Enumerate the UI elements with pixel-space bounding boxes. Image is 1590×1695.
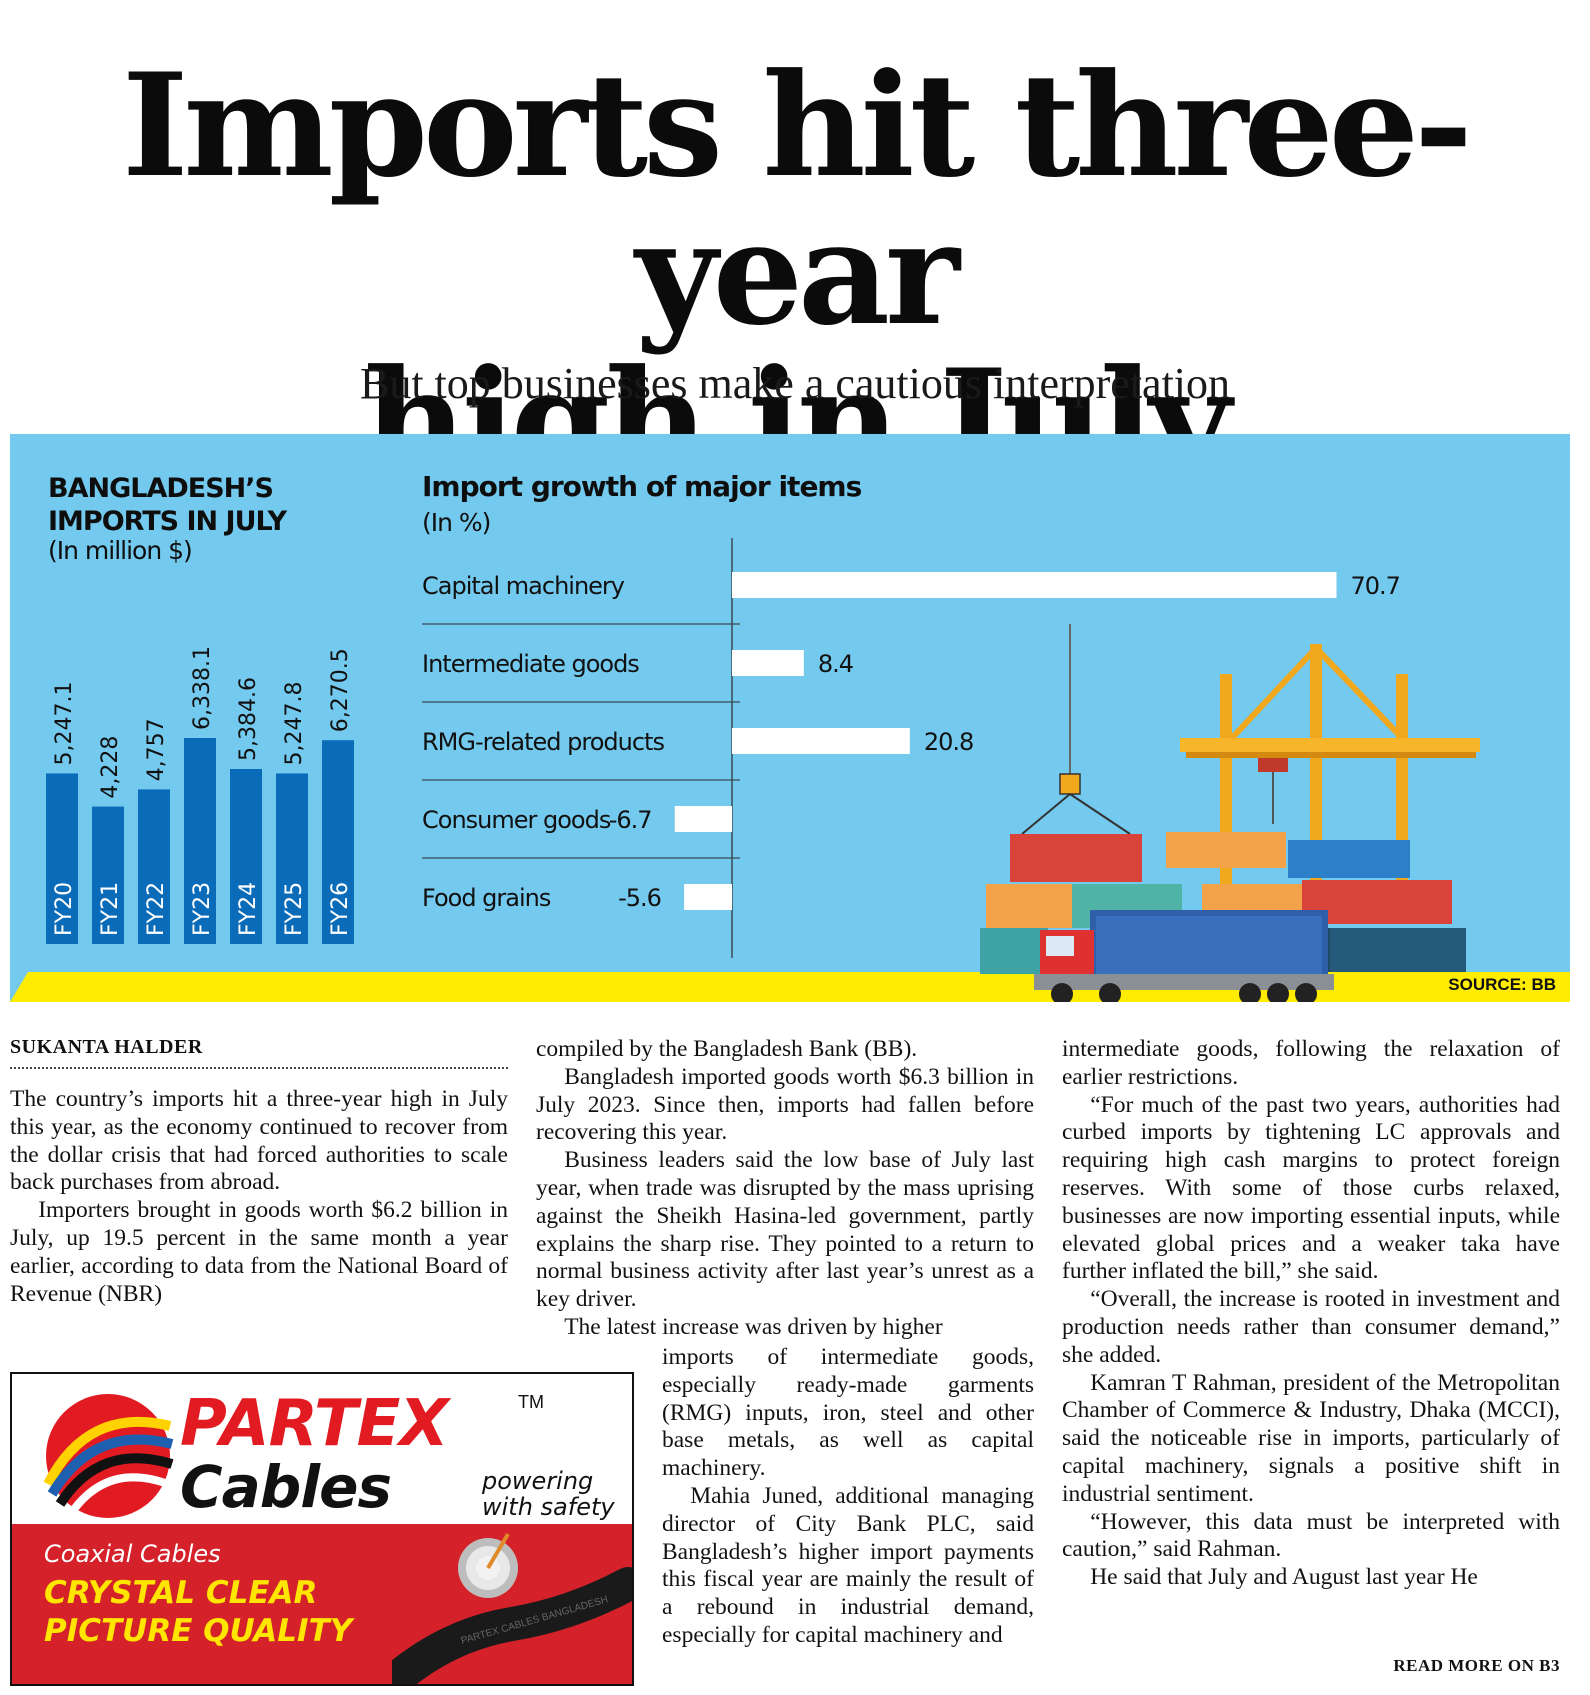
paragraph: The country’s imports hit a three-year h…	[10, 1086, 508, 1196]
source-label: SOURCE:	[1448, 975, 1527, 994]
value-label: 5,247.8	[282, 681, 307, 765]
value-label: 6,270.5	[328, 648, 353, 732]
value-label: 70.7	[1350, 572, 1399, 600]
crane-illustration	[1021, 624, 1480, 910]
ad-trademark: TM	[518, 1392, 544, 1412]
paragraph: Mahia Juned, additional managing directo…	[662, 1482, 1034, 1648]
category-label: FY21	[98, 882, 123, 936]
partex-logo-icon	[43, 1394, 174, 1518]
byline: SUKANTA HALDER	[10, 1036, 508, 1069]
paragraph: imports of intermediate goods, especiall…	[662, 1344, 1034, 1482]
value-label: 5,247.1	[52, 681, 77, 765]
imports-chart-title: BANGLADESH’S IMPORTS IN JULY	[48, 472, 287, 538]
growth-bar	[732, 572, 1337, 598]
ad-product: Coaxial Cables	[44, 1540, 221, 1568]
growth-chart-unit: (In %)	[422, 508, 491, 537]
growth-bar	[732, 650, 804, 676]
category-label: FY20	[52, 882, 77, 936]
bar-FY24	[230, 769, 262, 944]
paragraph: Bangladesh imported goods worth $6.3 bil…	[536, 1063, 1034, 1146]
paragraph: Business leaders said the low base of Ju…	[536, 1147, 1034, 1313]
imports-bar-chart: FY20 5,247.1 FY21 4,228 FY22 4,757 FY23 6,338.1…	[46, 646, 354, 944]
truck-illustration	[1034, 910, 1334, 1002]
paragraph: “Overall, the increase is rooted in inve…	[1062, 1286, 1560, 1368]
imports-chart-title-line-2: IMPORTS IN JULY	[48, 506, 287, 537]
headline-line-1: Imports hit three-year	[122, 43, 1473, 357]
chart-source: SOURCE: BB	[1448, 975, 1556, 995]
category-label: Capital machinery	[422, 572, 625, 600]
paragraph: “For much of the past two years, authori…	[1062, 1091, 1560, 1285]
value-label: 4,228	[98, 736, 123, 799]
subheadline: But top businesses make a cautious inter…	[359, 359, 1231, 408]
ad-slogan: CRYSTAL CLEAR PICTURE QUALITY	[44, 1575, 353, 1649]
value-label: 8.4	[818, 650, 853, 678]
infographic-panel: BANGLADESH’S IMPORTS IN JULY (In million…	[10, 434, 1570, 1002]
value-label: -5.6	[618, 884, 661, 912]
article-column-1: The country’s imports hit a three-year h…	[10, 1086, 508, 1308]
category-label: FY23	[190, 882, 215, 936]
imports-chart-unit: (In million $)	[48, 536, 193, 565]
category-label: FY24	[236, 882, 261, 936]
bar-FY22	[138, 789, 170, 944]
ad-brand-subname: Cables	[180, 1453, 392, 1521]
paragraph: Kamran T Rahman, president of the Metrop…	[1062, 1369, 1560, 1507]
article-column-2: compiled by the Bangladesh Bank (BB). Ba…	[536, 1036, 1034, 1342]
paragraph: intermediate goods, following the relaxa…	[1062, 1036, 1560, 1090]
imports-chart-title-line-1: BANGLADESH’S	[48, 473, 274, 504]
value-label: 20.8	[924, 728, 973, 756]
headline: Imports hit three-year high in July	[0, 52, 1590, 496]
value-label: 4,757	[144, 718, 169, 781]
ad-tagline: powering with safety	[482, 1467, 615, 1521]
article-column-3: intermediate goods, following the relaxa…	[1062, 1036, 1560, 1592]
value-label: -6.7	[609, 806, 652, 834]
category-label: FY25	[282, 882, 307, 936]
growth-bar	[732, 728, 910, 754]
paragraph: Importers brought in goods worth $6.2 bi…	[10, 1197, 508, 1307]
category-label: FY22	[144, 882, 169, 936]
ad-brand-name: PARTEX	[180, 1387, 449, 1461]
growth-chart-title: Import growth of major items	[422, 470, 862, 503]
category-label: Consumer goods	[422, 806, 611, 834]
growth-bar-chart: Capital machinery 70.7 Intermediate goods 8…	[422, 538, 1401, 958]
bar-FY25	[276, 773, 308, 944]
category-label: Food grains	[422, 884, 551, 912]
paragraph: “However, this data must be interpreted …	[1062, 1508, 1560, 1563]
paragraph: He said that July and August last year H…	[1090, 1564, 1478, 1591]
bar-FY21	[92, 806, 124, 944]
value-label: 6,338.1	[190, 646, 215, 730]
value-label: 5,384.6	[236, 677, 261, 761]
bar-FY23	[184, 738, 216, 944]
category-label: RMG-related products	[422, 728, 664, 756]
article-column-2-continued: imports of intermediate goods, especiall…	[662, 1344, 1034, 1650]
bar-FY20	[46, 773, 78, 944]
bar-FY26	[322, 740, 354, 944]
port-illustration	[980, 624, 1480, 1002]
partex-cables-ad[interactable]: PARTEX Cables TM powering with safety Co…	[10, 1372, 634, 1686]
containers-illustration	[980, 832, 1466, 974]
paragraph: The latest increase was driven by higher	[564, 1313, 943, 1340]
read-more-link[interactable]: READ MORE ON B3	[1393, 1656, 1560, 1675]
source-value: BB	[1531, 975, 1556, 994]
paragraph: compiled by the Bangladesh Bank (BB).	[536, 1036, 918, 1062]
coaxial-cable-icon: PARTEX CABLES BANGLADESH	[392, 1532, 632, 1684]
growth-bar	[684, 884, 732, 910]
category-label: FY26	[328, 882, 353, 936]
growth-bar	[674, 806, 732, 832]
category-label: Intermediate goods	[422, 650, 639, 678]
